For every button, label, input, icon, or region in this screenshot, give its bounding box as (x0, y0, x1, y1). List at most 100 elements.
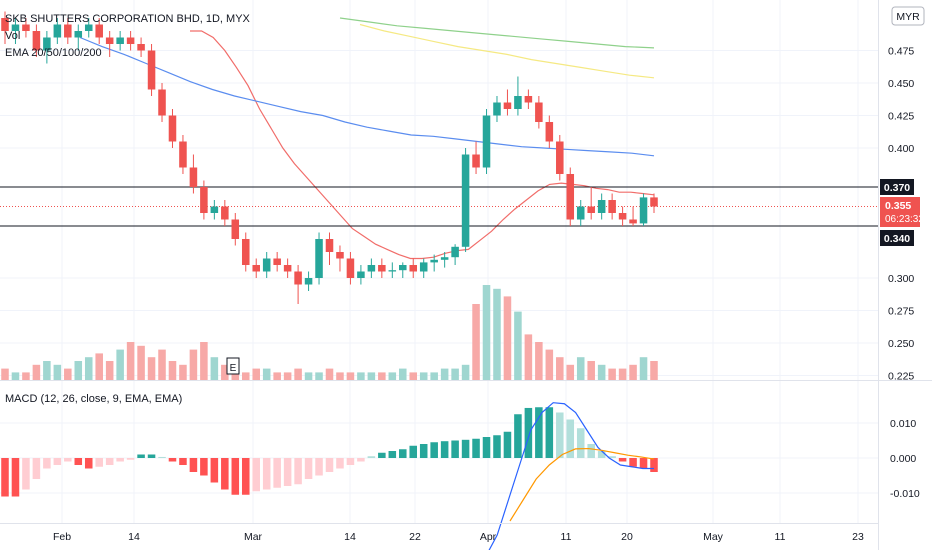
volume-bar (147, 357, 156, 380)
macd-panel[interactable] (1, 402, 658, 550)
macd-histogram-bar (315, 458, 323, 476)
last-price-tag: 0.355 06:23:32 (880, 197, 924, 227)
candle-body (168, 115, 177, 142)
volume-bar (535, 342, 543, 380)
volume-bar (200, 342, 208, 380)
candle-body (472, 154, 480, 168)
candle-body (378, 265, 386, 272)
volume-bar (357, 372, 365, 380)
macd-histogram-bar (126, 458, 135, 460)
volume-bar (451, 368, 459, 380)
macd-axis-label: -0.010 (890, 488, 920, 500)
volume-bar (503, 296, 512, 380)
macd-histogram-bar (231, 458, 240, 495)
macd-histogram-bar (95, 458, 103, 467)
volume-bar (210, 357, 219, 380)
candle-body (262, 258, 271, 272)
macd-histogram-bar (493, 435, 501, 458)
volume-bar (399, 368, 407, 380)
volume-bar (95, 353, 103, 380)
candle-body (1, 18, 9, 31)
macd-legend: MACD (12, 26, close, 9, EMA, EMA) (5, 393, 182, 405)
macd-histogram-bar (1, 458, 9, 497)
candle-body (221, 206, 229, 220)
volume-bar (325, 368, 334, 380)
candle-body (566, 174, 575, 220)
macd-histogram-bar (378, 452, 386, 458)
macd-histogram-bar (430, 442, 438, 458)
volume-bar (524, 334, 533, 380)
macd-histogram-bar (336, 458, 344, 469)
price-axis-label: 0.475 (888, 46, 914, 58)
volume-bar (639, 357, 648, 380)
volume-bar (650, 361, 658, 380)
candle-body (315, 239, 323, 278)
volume-bar (221, 364, 229, 380)
volume-bar (346, 372, 355, 380)
candle-body (43, 37, 51, 51)
volume-bar (126, 342, 135, 380)
time-axis-label: Feb (53, 531, 71, 543)
candle-body (419, 262, 428, 272)
time-axis-label: May (703, 531, 724, 543)
candle-body (11, 24, 20, 31)
time-axis-label: 14 (128, 531, 140, 543)
volume-bar (74, 361, 83, 380)
volume-bar (430, 372, 438, 380)
price-candles[interactable] (1, 11, 658, 305)
volume-bar (105, 361, 114, 380)
time-axis-label: 11 (775, 531, 786, 543)
candle-body (84, 24, 93, 31)
candle-body (440, 257, 449, 260)
currency-button[interactable]: MYR (891, 6, 925, 26)
macd-line (488, 402, 654, 550)
ema20-line (190, 30, 655, 260)
volume-bar (262, 368, 271, 380)
macd-axis-label: 0.000 (890, 453, 916, 465)
candle-body (461, 154, 470, 247)
time-axis-label: Mar (244, 531, 263, 543)
last-price-label: 0.355 (885, 200, 911, 212)
macd-histogram-bar (210, 458, 219, 483)
candle-body (493, 102, 501, 116)
volume-bar (189, 349, 198, 380)
macd-histogram-bar (273, 458, 281, 488)
volume-bar (1, 368, 9, 380)
volume-bar (53, 364, 62, 380)
candle-body (524, 96, 533, 103)
candle-body (294, 271, 302, 285)
macd-histogram-bar (221, 458, 229, 490)
macd-histogram-bar (116, 458, 124, 462)
earnings-marker[interactable]: E (226, 357, 240, 375)
price-tag-0370: 0.370 (880, 179, 914, 195)
axes: 0.475 0.450 0.425 0.400 0.300 0.275 0.250 0.225… (53, 46, 920, 544)
macd-histogram-bar (158, 456, 166, 458)
macd-histogram-bar (650, 458, 658, 472)
volume-bar (409, 372, 418, 380)
macd-histogram-bar (357, 458, 365, 462)
volume-bar (294, 368, 302, 380)
candle-body (399, 265, 407, 271)
time-axis-label: Apr (480, 531, 497, 543)
macd-histogram-bar (524, 407, 533, 458)
volume-bar (576, 357, 585, 380)
price-axis-label: 0.275 (888, 306, 914, 318)
volume-bar (608, 368, 616, 380)
candle-body (116, 37, 124, 44)
macd-histogram-bar (629, 458, 637, 467)
horizontal-price-lines[interactable] (0, 186, 878, 227)
time-axis-label: 20 (621, 531, 633, 543)
candle-body (629, 219, 637, 224)
time-axis-label: 22 (409, 531, 421, 543)
volume-bar (64, 368, 72, 380)
macd-histogram-bar (482, 437, 491, 458)
volume-bar (597, 364, 606, 380)
ema200-line (339, 17, 655, 49)
macd-histogram-bar (514, 414, 522, 458)
volume-bar (629, 364, 637, 380)
volume-bar (388, 372, 397, 380)
candle-body (409, 265, 418, 272)
macd-histogram-bar (608, 456, 616, 458)
candle-body (608, 200, 616, 213)
